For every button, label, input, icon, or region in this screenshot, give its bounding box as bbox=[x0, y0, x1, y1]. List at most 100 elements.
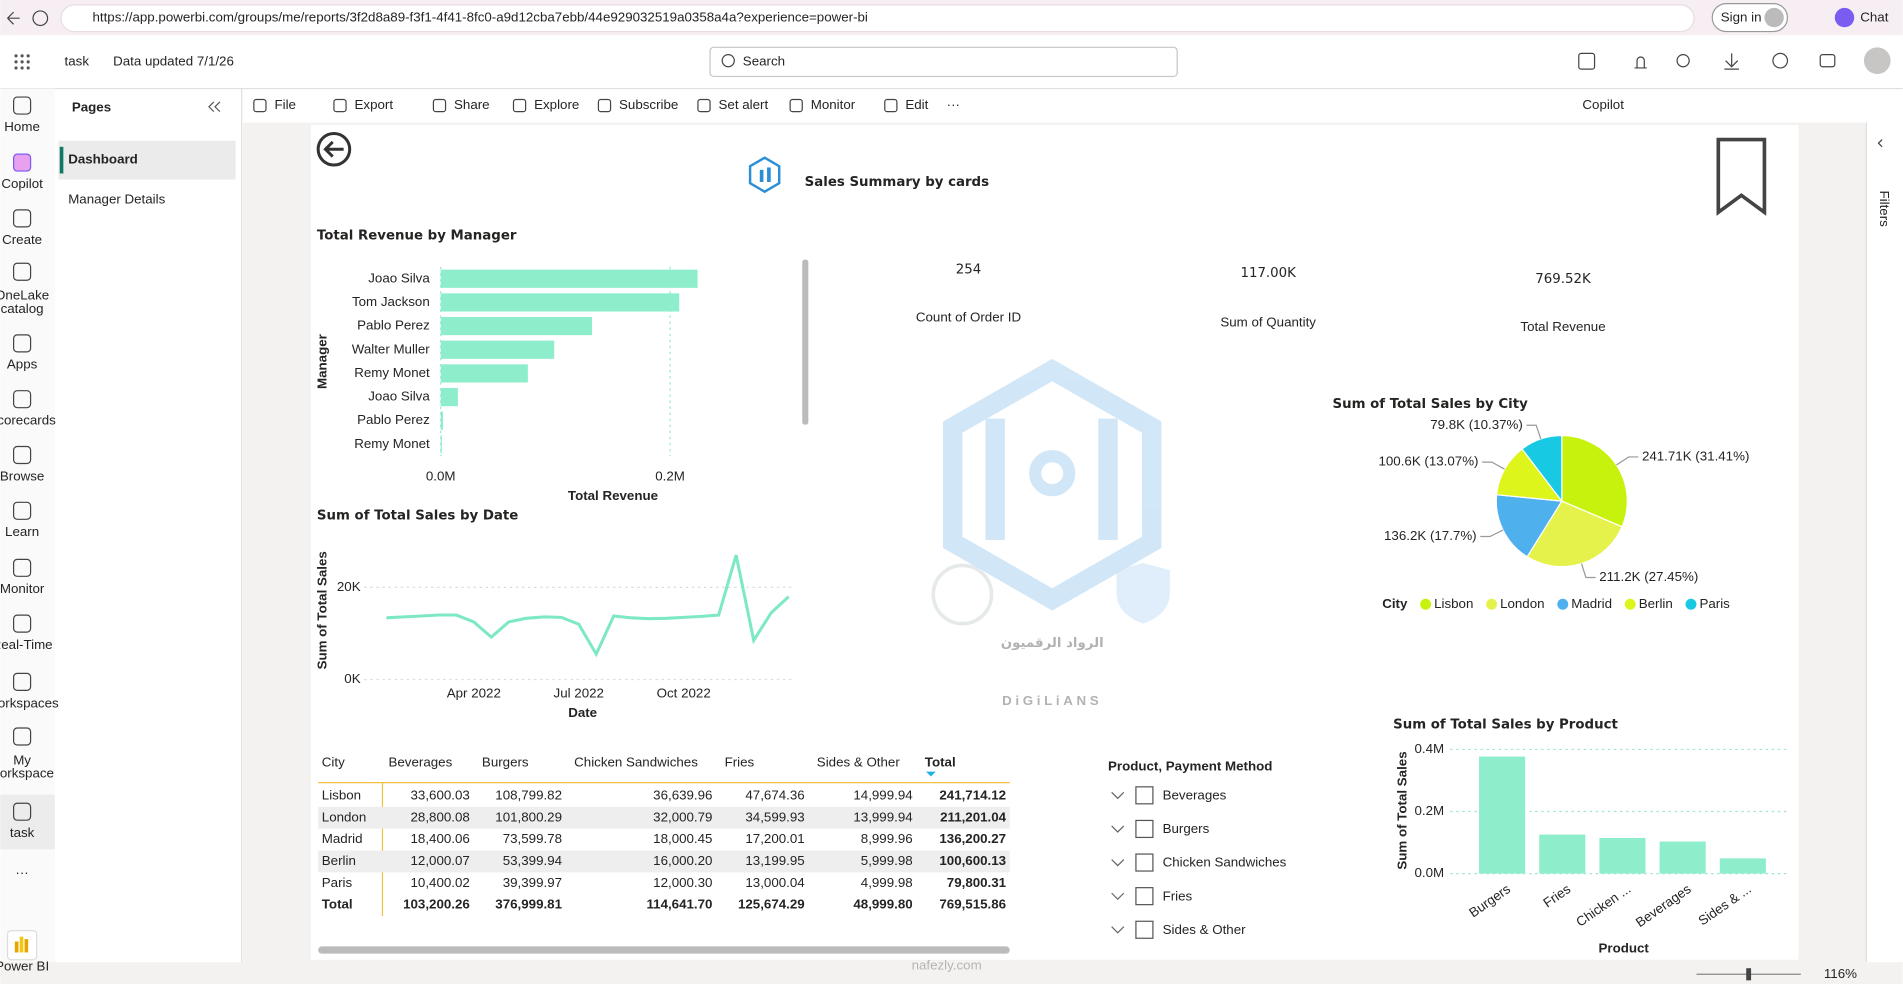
reload-button[interactable] bbox=[32, 10, 49, 27]
bookmark-icon[interactable] bbox=[1716, 137, 1767, 216]
nav-icon[interactable] bbox=[12, 334, 32, 353]
legend-label[interactable]: Lisbon bbox=[1434, 596, 1473, 611]
expand-filters[interactable] bbox=[1877, 139, 1883, 148]
toolbar-icon[interactable] bbox=[432, 98, 447, 113]
nav-label[interactable]: Scorecards bbox=[0, 413, 56, 428]
table-header[interactable]: Total bbox=[925, 755, 956, 770]
legend-swatch[interactable] bbox=[1624, 598, 1636, 610]
nav-label[interactable]: Create bbox=[2, 232, 42, 247]
checkbox[interactable] bbox=[1135, 819, 1154, 839]
nav-icon[interactable] bbox=[12, 727, 32, 746]
expand-chevron[interactable] bbox=[1111, 825, 1125, 833]
nav-label[interactable]: Copilot bbox=[1, 176, 43, 191]
nav-icon[interactable] bbox=[12, 672, 32, 691]
chat-icon[interactable] bbox=[1834, 7, 1855, 28]
table-header[interactable]: Chicken Sandwiches bbox=[574, 755, 698, 770]
checkbox[interactable] bbox=[1135, 786, 1154, 805]
nav-icon[interactable] bbox=[12, 445, 32, 465]
legend-label[interactable]: Madrid bbox=[1571, 596, 1612, 611]
slicer-item[interactable]: Fries bbox=[1163, 888, 1193, 903]
legend-swatch[interactable] bbox=[1486, 598, 1498, 610]
toolbar-icon[interactable] bbox=[333, 98, 347, 113]
table-header[interactable]: Burgers bbox=[482, 755, 529, 770]
toolbar-icon[interactable] bbox=[253, 98, 267, 113]
nav-label[interactable]: Monitor bbox=[0, 581, 45, 596]
table-header[interactable]: Sides & Other bbox=[817, 755, 901, 770]
more-nav[interactable]: ··· bbox=[15, 865, 28, 880]
nav-icon[interactable] bbox=[12, 501, 32, 520]
slicer-item[interactable]: Burgers bbox=[1163, 821, 1210, 836]
nav-label[interactable]: task bbox=[10, 825, 35, 840]
toolbar-icon[interactable] bbox=[789, 98, 803, 113]
nav-label[interactable]: Apps bbox=[7, 357, 38, 372]
nav-icon[interactable] bbox=[12, 558, 32, 577]
data-updated[interactable]: Data updated 7/1/26 bbox=[113, 53, 234, 68]
page-tab[interactable]: Manager Details bbox=[68, 192, 165, 207]
nav-label[interactable]: Real-Time bbox=[0, 637, 53, 652]
checkbox[interactable] bbox=[1135, 887, 1154, 906]
nav-label[interactable]: Browse bbox=[0, 468, 44, 483]
nav-label[interactable]: workspace bbox=[0, 766, 54, 781]
legend-label[interactable]: Paris bbox=[1699, 596, 1730, 611]
checkbox[interactable] bbox=[1135, 920, 1154, 939]
nav-label[interactable]: OneLake bbox=[0, 288, 49, 303]
search-box[interactable] bbox=[709, 46, 1178, 78]
chat-text[interactable]: Chat bbox=[1860, 10, 1888, 25]
toolbar-icon[interactable] bbox=[512, 98, 527, 113]
nav-label[interactable]: My bbox=[13, 752, 31, 767]
nav-label[interactable]: Home bbox=[4, 119, 40, 134]
toolbar-button[interactable]: Export bbox=[355, 97, 394, 112]
toolbar-more[interactable]: ··· bbox=[947, 97, 960, 112]
toolbar-button[interactable]: Set alert bbox=[719, 97, 769, 112]
table-header[interactable]: City bbox=[322, 755, 345, 770]
back-button[interactable] bbox=[7, 11, 20, 25]
toolbar-button[interactable]: Explore bbox=[534, 97, 579, 112]
legend-swatch[interactable] bbox=[1685, 598, 1697, 610]
checkbox[interactable] bbox=[1135, 853, 1154, 872]
sign-in-text[interactable]: Sign in bbox=[1721, 10, 1762, 25]
nav-icon[interactable] bbox=[12, 209, 32, 228]
slicer-item[interactable]: Chicken Sandwiches bbox=[1163, 855, 1287, 870]
expand-chevron[interactable] bbox=[1111, 791, 1125, 800]
search-placeholder[interactable]: Search bbox=[743, 53, 785, 68]
collapse-pages[interactable] bbox=[208, 101, 221, 113]
nav-icon[interactable] bbox=[12, 153, 32, 172]
legend-swatch[interactable] bbox=[1420, 598, 1432, 610]
toolbar-button[interactable]: Monitor bbox=[811, 97, 856, 112]
header-icons[interactable] bbox=[1578, 52, 1836, 70]
zoom-thumb[interactable] bbox=[1746, 968, 1752, 981]
user-avatar[interactable] bbox=[1863, 47, 1891, 75]
nav-icon[interactable] bbox=[12, 390, 32, 409]
expand-chevron[interactable] bbox=[1111, 926, 1125, 934]
app-launcher[interactable] bbox=[14, 54, 30, 70]
page-tab[interactable]: Dashboard bbox=[68, 152, 138, 167]
nav-label[interactable]: Learn bbox=[5, 524, 39, 539]
nav-icon[interactable] bbox=[12, 802, 32, 821]
table-scrollbar[interactable] bbox=[318, 946, 1010, 954]
table-header[interactable]: Beverages bbox=[389, 755, 453, 770]
back-button[interactable] bbox=[316, 131, 352, 167]
nav-icon[interactable] bbox=[12, 614, 32, 633]
slicer-item[interactable]: Sides & Other bbox=[1163, 922, 1247, 937]
legend-label[interactable]: Berlin bbox=[1639, 596, 1673, 611]
toolbar-button[interactable]: Edit bbox=[905, 97, 928, 112]
legend-label[interactable]: London bbox=[1500, 596, 1544, 611]
nav-label[interactable]: Workspaces bbox=[0, 695, 59, 710]
toolbar-button[interactable]: File bbox=[274, 97, 295, 112]
toolbar-icon[interactable] bbox=[884, 98, 898, 113]
filters-tab[interactable]: Filters bbox=[1877, 191, 1892, 228]
expand-chevron[interactable] bbox=[1111, 859, 1125, 867]
selected-page-bg[interactable] bbox=[58, 140, 236, 180]
chart-scrollbar[interactable] bbox=[802, 259, 809, 425]
legend-swatch[interactable] bbox=[1557, 598, 1569, 610]
address-bar[interactable] bbox=[60, 4, 1695, 33]
slicer-item[interactable]: Beverages bbox=[1163, 787, 1227, 802]
toolbar-icon[interactable] bbox=[697, 98, 711, 113]
nav-icon[interactable] bbox=[12, 262, 32, 281]
toolbar-button[interactable]: Subscribe bbox=[619, 97, 678, 112]
toolbar-button[interactable]: Share bbox=[454, 97, 490, 112]
copilot-button[interactable]: Copilot bbox=[1582, 97, 1624, 112]
table-header[interactable]: Fries bbox=[725, 755, 755, 770]
nav-icon[interactable] bbox=[12, 96, 32, 115]
workspace-name[interactable]: task bbox=[65, 53, 90, 68]
